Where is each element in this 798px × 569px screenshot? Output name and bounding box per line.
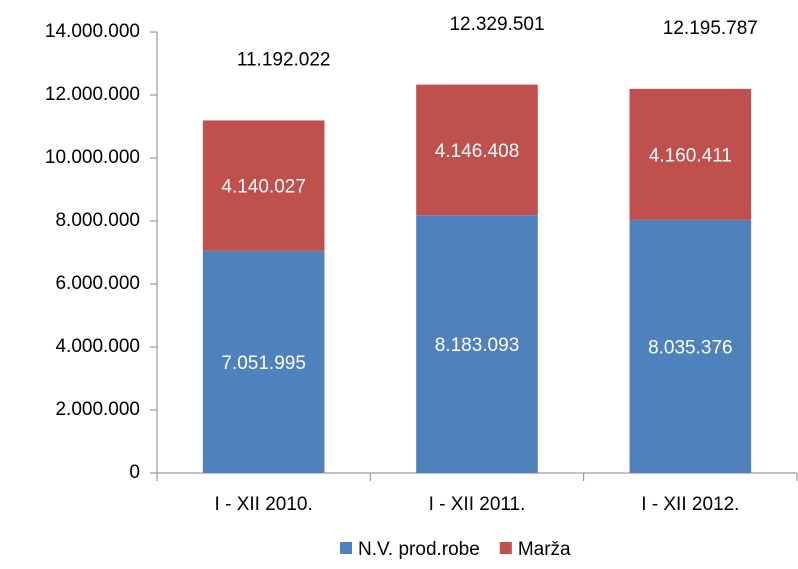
y-tick-label: 14.000.000 [45, 21, 140, 42]
bar-segment [202, 120, 325, 251]
bar-segment [416, 84, 538, 216]
y-tick-label: 4.000.000 [55, 336, 140, 357]
total-label: 12.195.787 [663, 18, 758, 39]
bar-segment [202, 250, 325, 473]
value-label: 7.051.995 [221, 353, 306, 374]
bar-segment [416, 215, 538, 473]
legend-swatch [499, 542, 512, 554]
value-label: 4.146.408 [435, 141, 520, 162]
x-tick-label: I - XII 2010. [215, 494, 313, 515]
legend-label: N.V. prod.robe [358, 539, 480, 560]
value-label: 8.035.376 [648, 337, 733, 358]
value-label: 4.160.411 [649, 145, 732, 166]
y-tick-label: 6.000.000 [55, 273, 140, 294]
y-tick-label: 0 [129, 462, 140, 483]
y-tick-label: 8.000.000 [55, 210, 140, 231]
bar-segment [629, 88, 752, 220]
y-tick-label: 12.000.000 [45, 84, 140, 105]
total-label: 11.192.022 [237, 49, 331, 70]
y-tick-label: 2.000.000 [55, 399, 140, 420]
total-label: 12.329.501 [449, 14, 544, 35]
legend-label: Marža [518, 539, 571, 560]
x-tick-label: I - XII 2011. [429, 494, 526, 515]
y-tick-label: 10.000.000 [45, 147, 140, 168]
value-label: 8.183.093 [435, 335, 520, 356]
value-label: 4.140.027 [221, 177, 306, 198]
x-tick-label: I - XII 2012. [641, 494, 739, 515]
legend-swatch [340, 542, 352, 554]
bar-segment [629, 219, 752, 473]
